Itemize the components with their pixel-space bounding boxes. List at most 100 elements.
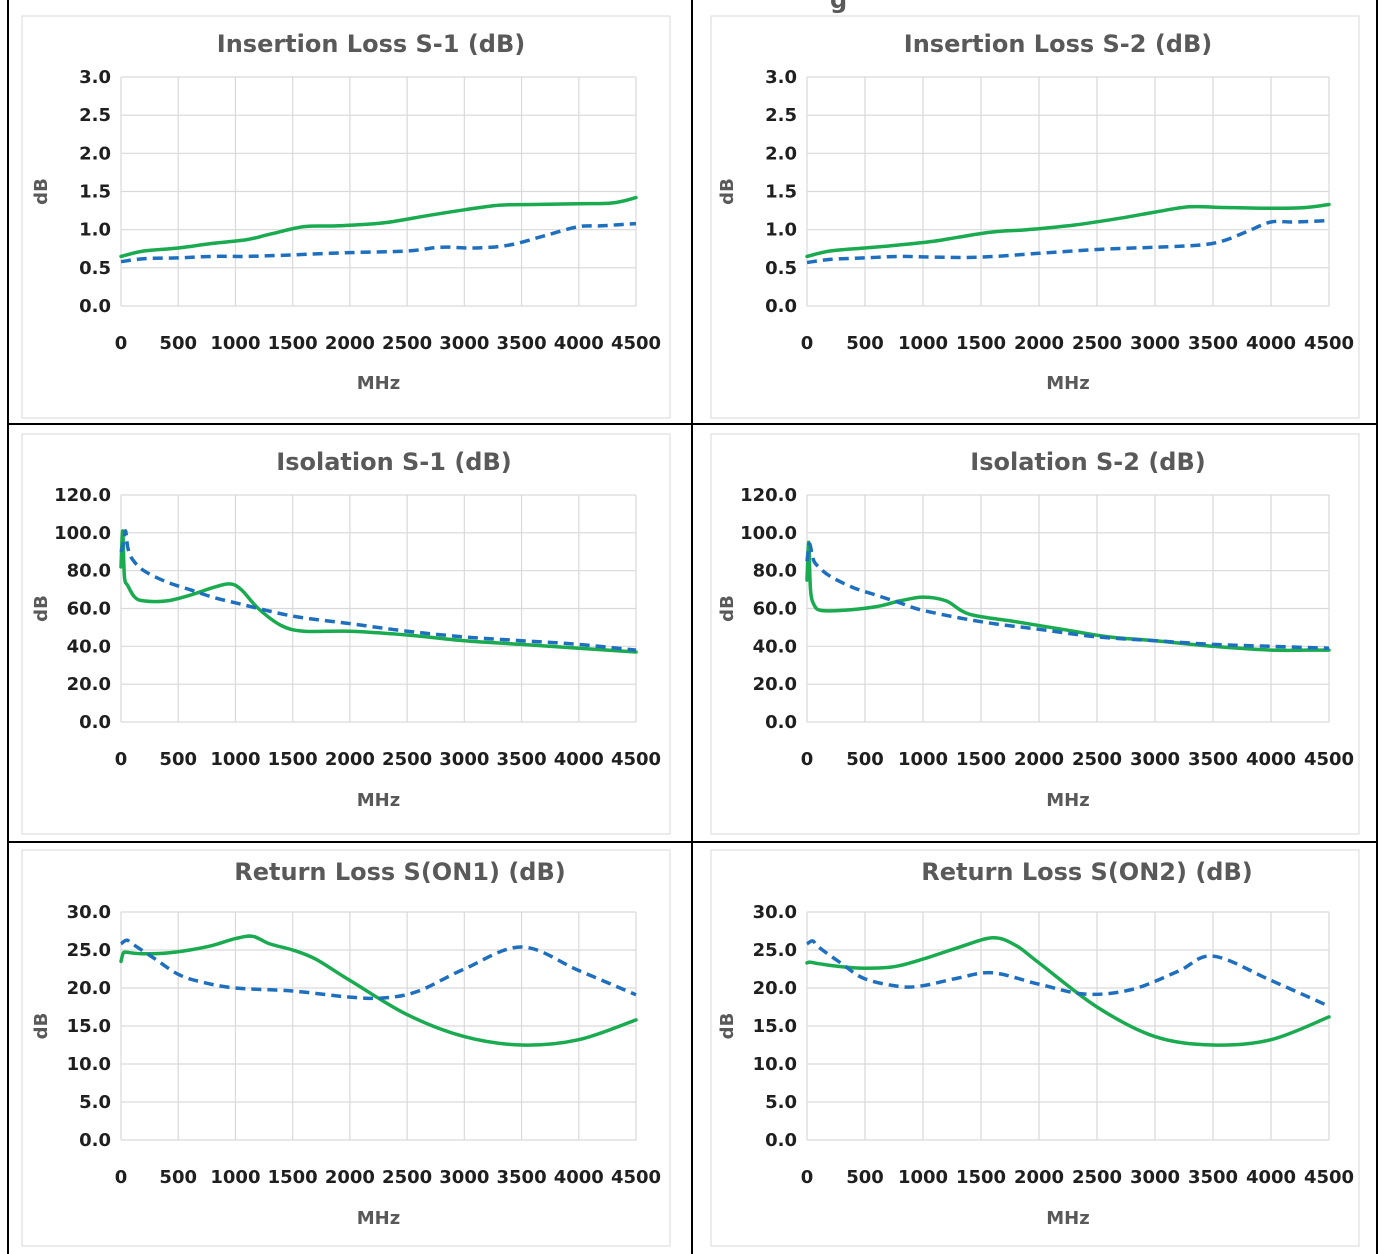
x-tick-label: 3500 — [497, 749, 547, 770]
x-tick-label: 500 — [846, 749, 884, 770]
x-tick-label: 4000 — [1246, 333, 1296, 354]
x-tick-label: 2000 — [1014, 1167, 1064, 1188]
x-axis-title: MHz — [357, 373, 400, 394]
series-line-solid — [805, 202, 1331, 259]
x-tick-label: 2500 — [382, 1167, 432, 1188]
x-tick-label: 3500 — [1188, 749, 1238, 770]
chart-panel: Insertion Loss S-2 (dB) 0.0 0.5 1.0 1.5 2.0 2.… — [717, 30, 1354, 394]
x-axis-title: MHz — [357, 1208, 400, 1229]
chart-border — [710, 849, 1360, 1247]
y-tick-label: 100.0 — [54, 523, 111, 544]
y-tick-label: 20.0 — [753, 674, 797, 695]
x-tick-label: 2000 — [1014, 749, 1064, 770]
x-tick-label: 0 — [801, 1167, 814, 1188]
x-tick-label: 0 — [115, 749, 128, 770]
y-axis-title: dB — [717, 1013, 738, 1040]
y-tick-label: 0.0 — [765, 296, 797, 317]
x-tick-label: 3500 — [497, 333, 547, 354]
x-tick-label: 1000 — [210, 749, 260, 770]
series-line-solid — [119, 934, 638, 1047]
x-tick-label: 1500 — [268, 1167, 318, 1188]
chart-border — [21, 15, 671, 419]
x-tick-label: 3500 — [1188, 333, 1238, 354]
x-tick-label: 500 — [846, 1167, 884, 1188]
y-tick-label: 20.0 — [67, 674, 111, 695]
y-tick-label: 20.0 — [753, 978, 797, 999]
series-line-solid — [119, 195, 638, 259]
x-tick-label: 4500 — [1304, 749, 1354, 770]
y-tick-label: 0.0 — [79, 712, 111, 733]
chart-title: Return Loss S(ON2) (dB) — [921, 858, 1252, 886]
y-tick-label: 25.0 — [753, 940, 797, 961]
x-tick-label: 1000 — [898, 333, 948, 354]
chart-title: Isolation S-1 (dB) — [276, 448, 511, 476]
y-tick-label: 0.0 — [765, 712, 797, 733]
x-tick-label: 500 — [846, 333, 884, 354]
chart-panel: Return Loss S(ON2) (dB) 0.0 5.0 10.0 15.0 20.… — [717, 858, 1354, 1229]
y-tick-label: 60.0 — [67, 599, 111, 620]
x-tick-label: 1500 — [268, 749, 318, 770]
series-line-dashed — [806, 939, 1330, 1008]
y-tick-label: 0.0 — [79, 1130, 111, 1151]
x-tick-label: 4000 — [1246, 749, 1296, 770]
x-tick-label: 0 — [115, 333, 128, 354]
y-tick-label: 120.0 — [54, 485, 111, 506]
x-tick-label: 4000 — [1246, 1167, 1296, 1188]
chart-border — [21, 849, 671, 1247]
y-tick-label: 30.0 — [753, 902, 797, 923]
y-tick-label: 1.5 — [765, 182, 797, 203]
x-tick-label: 1500 — [956, 333, 1006, 354]
y-tick-label: 25.0 — [67, 940, 111, 961]
series-line-dashed — [119, 529, 637, 652]
series-line-dashed — [120, 221, 637, 264]
x-tick-label: 500 — [159, 333, 197, 354]
x-tick-label: 3500 — [497, 1167, 547, 1188]
y-axis-title: dB — [717, 178, 738, 205]
y-tick-label: 10.0 — [67, 1054, 111, 1075]
chart-title: Isolation S-2 (dB) — [970, 448, 1205, 476]
x-tick-label: 2500 — [1072, 749, 1122, 770]
chart-panel: Isolation S-1 (dB) 0.0 20.0 40.0 60.0 80.0 100… — [31, 448, 661, 811]
chart-title: Insertion Loss S-2 (dB) — [904, 30, 1212, 58]
y-tick-label: 3.0 — [765, 67, 797, 88]
chart-title: Return Loss S(ON1) (dB) — [234, 858, 565, 886]
x-axis-title: MHz — [1046, 1208, 1089, 1229]
series-line-solid — [805, 540, 1331, 653]
y-tick-label: 2.0 — [79, 143, 111, 164]
page-title-fragment: g — [830, 0, 847, 14]
x-tick-label: 1500 — [956, 749, 1006, 770]
y-tick-label: 100.0 — [740, 523, 797, 544]
y-tick-label: 3.0 — [79, 67, 111, 88]
y-tick-label: 60.0 — [753, 599, 797, 620]
chart-title: Insertion Loss S-1 (dB) — [217, 30, 525, 58]
x-tick-label: 2000 — [325, 749, 375, 770]
y-tick-label: 15.0 — [753, 1016, 797, 1037]
x-tick-label: 1000 — [210, 1167, 260, 1188]
y-axis-title: dB — [717, 595, 738, 622]
chart-border — [710, 433, 1360, 835]
x-tick-label: 0 — [801, 333, 814, 354]
series-line-dashed — [119, 938, 637, 1001]
y-axis-title: dB — [31, 595, 52, 622]
x-tick-label: 1000 — [898, 749, 948, 770]
x-tick-label: 4000 — [554, 749, 604, 770]
x-tick-label: 2500 — [382, 749, 432, 770]
x-tick-label: 0 — [115, 1167, 128, 1188]
y-tick-label: 15.0 — [67, 1016, 111, 1037]
y-tick-label: 30.0 — [67, 902, 111, 923]
y-tick-label: 0.0 — [765, 1130, 797, 1151]
x-tick-label: 1000 — [210, 333, 260, 354]
x-tick-label: 2000 — [325, 333, 375, 354]
y-tick-label: 2.5 — [79, 105, 111, 126]
x-tick-label: 0 — [801, 749, 814, 770]
x-axis-title: MHz — [1046, 373, 1089, 394]
chart-panel: Return Loss S(ON1) (dB) 0.0 5.0 10.0 15.0 20.… — [31, 858, 661, 1229]
y-tick-label: 0.5 — [765, 258, 797, 279]
y-tick-label: 20.0 — [67, 978, 111, 999]
chart-border — [21, 433, 671, 835]
series-line-dashed — [805, 542, 1330, 650]
y-tick-label: 10.0 — [753, 1054, 797, 1075]
x-axis-title: MHz — [357, 790, 400, 811]
x-tick-label: 2500 — [1072, 1167, 1122, 1188]
